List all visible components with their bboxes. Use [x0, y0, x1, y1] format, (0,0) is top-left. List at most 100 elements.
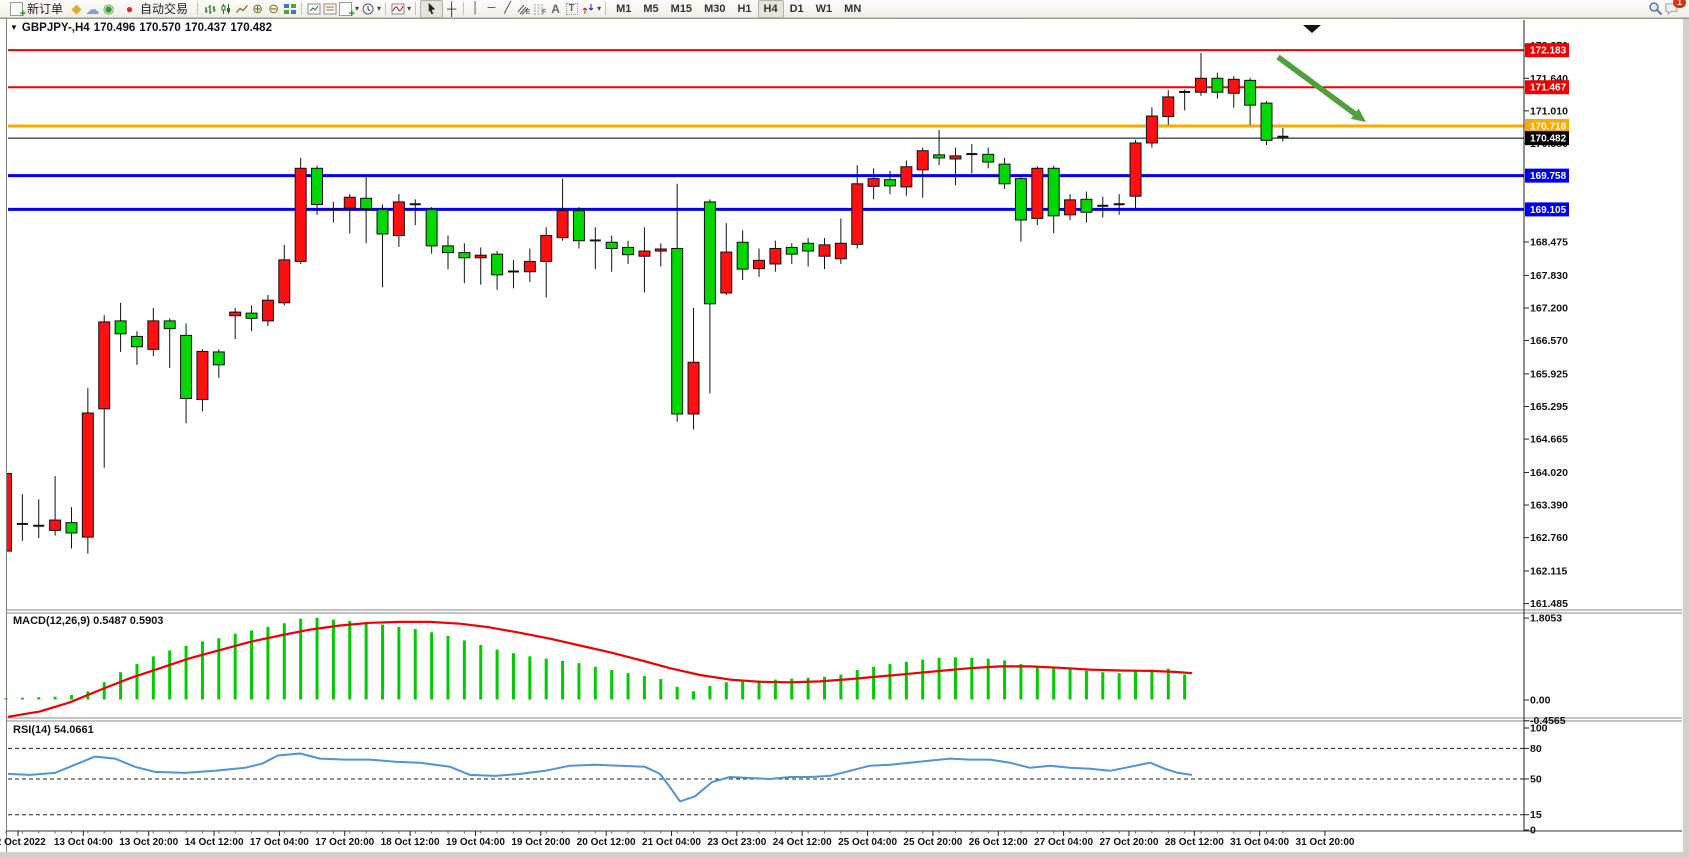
- eraser-icon[interactable]: ◆: [71, 1, 82, 16]
- cloud-profile-icon[interactable]: ☁: [85, 0, 100, 17]
- price-axis-ticks: 172.270171.640171.010170.380168.475167.8…: [1524, 40, 1568, 610]
- svg-text:1.8053: 1.8053: [1530, 613, 1562, 625]
- macd-label: MACD(12,26,9) 0.5487 0.5903: [13, 615, 164, 627]
- svg-text:23 Oct 23:00: 23 Oct 23:00: [707, 837, 766, 848]
- line-chart-icon[interactable]: [234, 1, 249, 16]
- svg-text:169.105: 169.105: [1530, 205, 1567, 216]
- new-order-button[interactable]: + 新订单: [4, 0, 68, 19]
- clock-icon[interactable]: [360, 1, 375, 16]
- text-tool-icon[interactable]: A: [551, 1, 560, 16]
- svg-text:172.183: 172.183: [1530, 46, 1567, 57]
- svg-text:167.830: 167.830: [1530, 270, 1568, 282]
- arrange-charts-icon[interactable]: [306, 1, 321, 16]
- ohlc-open: 170.496: [93, 22, 136, 34]
- toolbar: + 新订单 ◆ ☁ ◉ ● 自动交易 ⊕ ⊖ + ▾: [0, 0, 1689, 19]
- search-icon[interactable]: [1648, 1, 1663, 16]
- fibonacci-tool-icon[interactable]: F: [532, 1, 547, 16]
- svg-text:166.570: 166.570: [1530, 335, 1568, 347]
- trend-arrow-head: [1350, 108, 1366, 122]
- svg-text:168.475: 168.475: [1530, 237, 1568, 249]
- trendline-tool-icon[interactable]: ╱: [504, 2, 511, 14]
- rsi-label: RSI(14) 54.0661: [13, 724, 94, 736]
- svg-text:-0.4565: -0.4565: [1530, 715, 1566, 727]
- svg-text:14 Oct 12:00: 14 Oct 12:00: [185, 837, 244, 848]
- new-order-icon: +: [9, 1, 26, 19]
- clock-caret-icon[interactable]: ▾: [377, 4, 382, 13]
- arrange-charts-alt-icon[interactable]: [322, 1, 337, 16]
- svg-text:13 Oct 04:00: 13 Oct 04:00: [54, 837, 113, 848]
- zoom-in-icon[interactable]: ⊕: [252, 1, 263, 16]
- svg-text:169.758: 169.758: [1530, 171, 1567, 182]
- svg-text:21 Oct 04:00: 21 Oct 04:00: [642, 837, 701, 848]
- svg-text:80: 80: [1530, 743, 1542, 755]
- new-chart-icon[interactable]: +: [338, 1, 355, 19]
- vertical-line-tool-icon[interactable]: │: [472, 2, 480, 14]
- svg-text:15: 15: [1530, 809, 1542, 821]
- svg-text:170.482: 170.482: [1530, 134, 1567, 145]
- tab-timeframe-MN[interactable]: MN: [844, 2, 862, 15]
- rsi-pane: 100 80 50 15 0: [7, 723, 1548, 837]
- svg-text:162.760: 162.760: [1530, 532, 1568, 544]
- horizontal-line-tool-icon[interactable]: ─: [487, 2, 496, 14]
- market-signal-icon[interactable]: ◉: [102, 1, 115, 16]
- arrows-caret-icon[interactable]: ▾: [597, 4, 602, 13]
- text-label-tool-icon[interactable]: T: [565, 2, 578, 15]
- separator: [385, 2, 387, 15]
- channel-tool-label: E: [525, 9, 531, 16]
- tab-timeframe-M30[interactable]: M30: [704, 2, 726, 15]
- notifications-button[interactable]: 1: [1664, 0, 1686, 16]
- timeframe-toolbar: M1 M5 M15 M30 H1 H4 D1 W1 MN: [610, 0, 867, 18]
- zoom-out-icon[interactable]: ⊖: [268, 1, 279, 16]
- ohlc-close: 170.482: [230, 22, 272, 34]
- svg-text:164.020: 164.020: [1530, 467, 1568, 479]
- svg-text:19 Oct 20:00: 19 Oct 20:00: [511, 837, 570, 848]
- tab-timeframe-H1[interactable]: H1: [737, 2, 752, 15]
- svg-text:162.115: 162.115: [1530, 566, 1568, 578]
- svg-text:19 Oct 04:00: 19 Oct 04:00: [446, 837, 505, 848]
- time-axis[interactable]: 12 Oct 2022 13 Oct 04:00 13 Oct 20:00 14 Oc…: [0, 831, 1355, 848]
- svg-text:163.390: 163.390: [1530, 500, 1568, 512]
- separator: [415, 2, 417, 15]
- tab-timeframe-M5[interactable]: M5: [643, 2, 659, 15]
- svg-text:27 Oct 04:00: 27 Oct 04:00: [1034, 837, 1093, 848]
- trend-arrow-annotation[interactable]: [1276, 54, 1358, 118]
- chart-shift-marker-icon[interactable]: [1303, 25, 1321, 33]
- candlestick-chart-icon[interactable]: [218, 1, 233, 16]
- svg-text:170.718: 170.718: [1530, 121, 1567, 132]
- symbol-period: GBPJPY-,H4: [21, 22, 90, 34]
- svg-text:12 Oct 2022: 12 Oct 2022: [0, 837, 46, 848]
- cursor-tool-button[interactable]: [420, 0, 444, 18]
- bar-chart-icon[interactable]: [202, 1, 217, 16]
- indicators-caret-icon[interactable]: ▾: [407, 4, 412, 13]
- auto-trading-button[interactable]: ● 自动交易: [117, 0, 193, 18]
- indicators-icon[interactable]: [390, 1, 405, 16]
- fibonacci-tool-label: F: [541, 9, 547, 16]
- svg-text:13 Oct 20:00: 13 Oct 20:00: [119, 837, 178, 848]
- channel-tool-icon[interactable]: E: [516, 1, 531, 16]
- auto-trading-icon: ●: [125, 1, 134, 16]
- svg-text:27 Oct 20:00: 27 Oct 20:00: [1099, 837, 1158, 848]
- tab-timeframe-H4[interactable]: H4: [757, 0, 784, 18]
- svg-text:31 Oct 20:00: 31 Oct 20:00: [1296, 837, 1355, 848]
- tab-timeframe-M15[interactable]: M15: [670, 2, 693, 15]
- chart-title[interactable]: ▼ GBPJPY-,H4 170.496 170.570 170.437 170.482: [10, 22, 276, 34]
- svg-text:171.467: 171.467: [1530, 83, 1567, 94]
- svg-text:28 Oct 12:00: 28 Oct 12:00: [1165, 837, 1224, 848]
- separator: [463, 2, 465, 15]
- ohlc-low: 170.437: [184, 22, 227, 34]
- chart-dropdown-icon[interactable]: ▼: [10, 23, 18, 32]
- svg-text:25 Oct 04:00: 25 Oct 04:00: [838, 837, 897, 848]
- svg-text:20 Oct 12:00: 20 Oct 12:00: [577, 837, 636, 848]
- svg-text:18 Oct 12:00: 18 Oct 12:00: [381, 837, 440, 848]
- tab-timeframe-D1[interactable]: D1: [789, 2, 804, 15]
- tab-timeframe-M1[interactable]: M1: [616, 2, 632, 15]
- tab-timeframe-W1[interactable]: W1: [815, 2, 833, 15]
- arrows-tool-icon[interactable]: [580, 1, 595, 16]
- crosshair-tool-icon[interactable]: ┼: [446, 1, 457, 16]
- macd-pane: 1.8053 0.00 -0.4565: [4, 613, 1566, 727]
- new-chart-caret-icon[interactable]: ▾: [355, 4, 360, 13]
- tile-windows-icon[interactable]: [282, 1, 297, 16]
- svg-text:165.295: 165.295: [1530, 401, 1568, 413]
